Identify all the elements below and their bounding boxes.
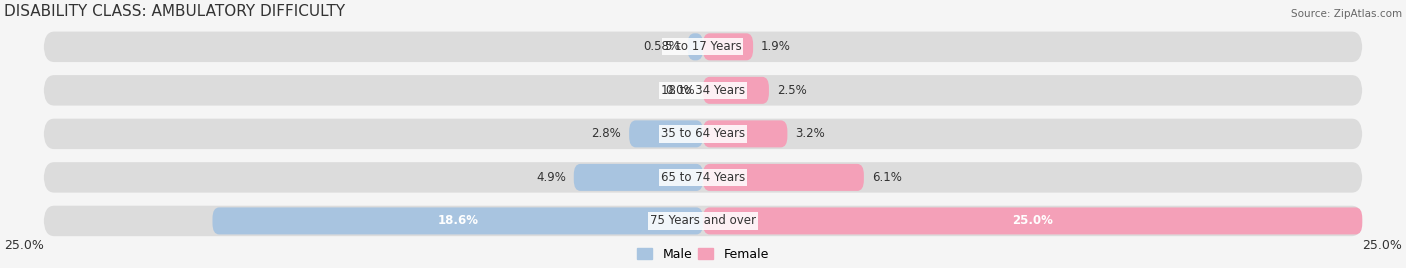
Text: 65 to 74 Years: 65 to 74 Years: [661, 171, 745, 184]
Text: 5 to 17 Years: 5 to 17 Years: [665, 40, 741, 53]
Text: 75 Years and over: 75 Years and over: [650, 214, 756, 228]
FancyBboxPatch shape: [688, 33, 703, 60]
Text: 1.9%: 1.9%: [761, 40, 792, 53]
Text: 4.9%: 4.9%: [536, 171, 565, 184]
FancyBboxPatch shape: [703, 207, 1362, 234]
FancyBboxPatch shape: [574, 164, 703, 191]
Text: 3.2%: 3.2%: [796, 127, 825, 140]
FancyBboxPatch shape: [44, 75, 1362, 106]
FancyBboxPatch shape: [44, 162, 1362, 193]
Text: 2.5%: 2.5%: [778, 84, 807, 97]
FancyBboxPatch shape: [44, 119, 1362, 149]
Text: 18.6%: 18.6%: [437, 214, 478, 228]
FancyBboxPatch shape: [703, 164, 863, 191]
FancyBboxPatch shape: [628, 120, 703, 147]
FancyBboxPatch shape: [212, 207, 703, 234]
Text: DISABILITY CLASS: AMBULATORY DIFFICULTY: DISABILITY CLASS: AMBULATORY DIFFICULTY: [4, 3, 346, 18]
Text: 2.8%: 2.8%: [592, 127, 621, 140]
Text: Source: ZipAtlas.com: Source: ZipAtlas.com: [1291, 9, 1402, 18]
FancyBboxPatch shape: [44, 32, 1362, 62]
Text: 0.0%: 0.0%: [665, 84, 695, 97]
Text: 6.1%: 6.1%: [872, 171, 901, 184]
FancyBboxPatch shape: [703, 120, 787, 147]
Text: 0.58%: 0.58%: [643, 40, 679, 53]
FancyBboxPatch shape: [44, 206, 1362, 236]
Text: 25.0%: 25.0%: [1362, 239, 1402, 252]
FancyBboxPatch shape: [703, 33, 754, 60]
FancyBboxPatch shape: [703, 77, 769, 104]
Text: 25.0%: 25.0%: [1012, 214, 1053, 228]
Legend: Male, Female: Male, Female: [633, 243, 773, 266]
Text: 25.0%: 25.0%: [4, 239, 44, 252]
Text: 35 to 64 Years: 35 to 64 Years: [661, 127, 745, 140]
Text: 18 to 34 Years: 18 to 34 Years: [661, 84, 745, 97]
